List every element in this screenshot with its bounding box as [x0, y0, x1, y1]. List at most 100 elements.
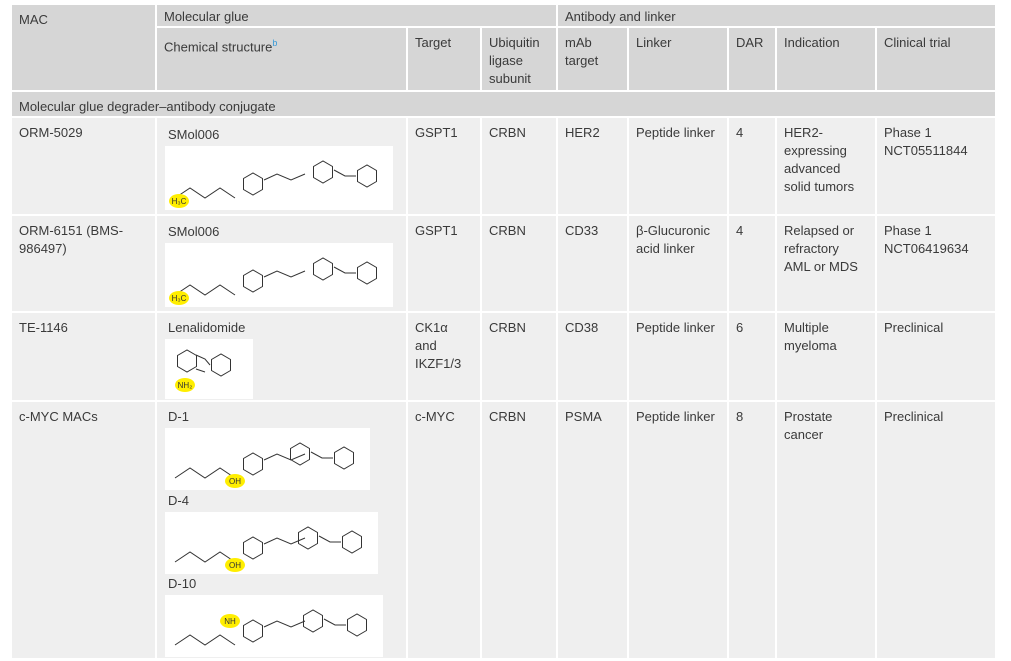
glue-name: Lenalidomide: [168, 320, 246, 335]
footnote-mark: b: [272, 38, 278, 48]
bond: [243, 269, 263, 293]
header-cell: Linker: [629, 28, 727, 90]
bond: [263, 620, 306, 628]
bond: [174, 187, 236, 199]
table-cell: Relapsed or refractory AML or MDS: [777, 216, 875, 311]
table-cell: 8: [729, 402, 775, 658]
header-cell: DAR: [729, 28, 775, 90]
highlight-label: OH: [229, 477, 241, 486]
header-cell: Target: [408, 28, 480, 90]
bond: [334, 446, 354, 470]
header-cell: Clinical trial: [877, 28, 995, 90]
header-cell: Antibody and linker: [558, 5, 995, 26]
header-cell: Molecular glue: [157, 5, 556, 26]
glue-name: SMol006: [168, 127, 220, 142]
table-cell: CRBN: [482, 118, 556, 214]
table-cell: Phase 1 NCT05511844: [877, 118, 995, 214]
bond: [211, 353, 231, 377]
table-cell: Peptide linker: [629, 313, 727, 400]
header-cell: Chemical structureb: [157, 28, 406, 90]
bond: [323, 618, 346, 626]
highlight: [169, 291, 189, 305]
table-cell: Preclinical: [877, 402, 995, 658]
bond: [243, 452, 263, 476]
chemical-structure: NH: [165, 595, 383, 657]
table-cell: c-MYC MACs: [12, 402, 155, 658]
table-cell: Phase 1 NCT06419634: [877, 216, 995, 311]
glue-name: D-4: [168, 493, 189, 508]
bond: [263, 453, 306, 461]
chemical-structure: OH: [165, 512, 378, 574]
bond: [357, 261, 377, 285]
bond: [333, 266, 356, 274]
header-cell: Indication: [777, 28, 875, 90]
table-cell: CRBN: [482, 313, 556, 400]
table-cell: Multiple myeloma: [777, 313, 875, 400]
chemical-structure: H₃C: [165, 146, 393, 210]
bond: [313, 160, 333, 184]
glue-name: D-10: [168, 576, 197, 591]
highlight: [175, 378, 195, 392]
table-cell: TE-1146: [12, 313, 155, 400]
bond: [342, 530, 362, 554]
bond: [195, 354, 211, 373]
highlight: [220, 614, 240, 628]
bond: [174, 467, 236, 479]
bond: [174, 284, 236, 296]
table-cell: CRBN: [482, 402, 556, 658]
bond: [263, 270, 306, 278]
highlight: [225, 474, 245, 488]
bond: [243, 619, 263, 643]
table-cell: 6: [729, 313, 775, 400]
bond: [243, 536, 263, 560]
glue-name: SMol006: [168, 224, 220, 239]
bond: [357, 164, 377, 188]
table-cell: 4: [729, 118, 775, 214]
bond: [174, 634, 236, 646]
bond: [243, 172, 263, 196]
table-cell: CRBN: [482, 216, 556, 311]
table-cell: Prostate cancer: [777, 402, 875, 658]
table-cell: Preclinical: [877, 313, 995, 400]
table-cell: CK1α and IKZF1/3: [408, 313, 480, 400]
table-cell: 4: [729, 216, 775, 311]
bond: [174, 551, 236, 563]
highlight: [169, 194, 189, 208]
bond: [318, 535, 341, 543]
highlight-label: H₃C: [172, 197, 187, 206]
chemical-structure: H₃C: [165, 243, 393, 307]
bond: [303, 609, 323, 633]
chemical-structure: OH: [165, 428, 370, 490]
table-cell: CD33: [558, 216, 627, 311]
glue-name: D-1: [168, 409, 189, 424]
bond: [347, 613, 367, 637]
bond: [177, 349, 197, 373]
table-cell: GSPT1: [408, 118, 480, 214]
table-cell: ORM-6151 (BMS-986497): [12, 216, 155, 311]
header-cell: mAb target: [558, 28, 627, 90]
table-cell: GSPT1: [408, 216, 480, 311]
highlight-label: OH: [229, 561, 241, 570]
table-cell: PSMA: [558, 402, 627, 658]
chemical-structure: NH₂: [165, 339, 253, 399]
highlight-label: H₃C: [172, 294, 187, 303]
highlight-label: NH: [224, 617, 236, 626]
table-cell: CD38: [558, 313, 627, 400]
header-cell: MAC: [12, 5, 155, 90]
bond: [263, 173, 306, 181]
bond: [333, 169, 356, 177]
bond: [313, 257, 333, 281]
highlight-label: NH₂: [178, 381, 193, 390]
table-cell: Peptide linker: [629, 118, 727, 214]
table-cell: HER2: [558, 118, 627, 214]
table-cell: β-Glucuronic acid linker: [629, 216, 727, 311]
table-cell: ORM-5029: [12, 118, 155, 214]
section-row: Molecular glue degrader–antibody conjuga…: [12, 92, 995, 116]
highlight: [225, 558, 245, 572]
table-cell: Peptide linker: [629, 402, 727, 658]
table-cell: HER2-expressing advanced solid tumors: [777, 118, 875, 214]
bond: [310, 451, 333, 459]
bond: [298, 526, 318, 550]
header-cell: Ubiquitin ligase subunit: [482, 28, 556, 90]
